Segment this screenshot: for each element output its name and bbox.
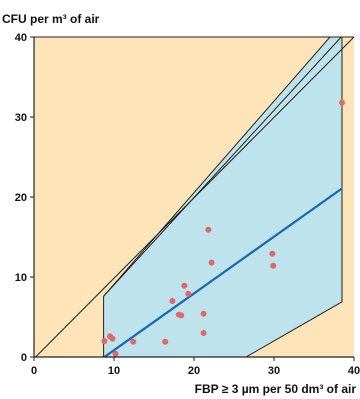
x-axis-label-text: FBP ≥ 3 µm per 50 dm³ of air [194, 382, 356, 396]
data-point [208, 259, 215, 266]
x-tick-label: 10 [108, 365, 120, 377]
data-point [181, 282, 188, 289]
data-point [178, 312, 185, 319]
y-tick-label: 30 [15, 112, 27, 124]
data-point [162, 338, 169, 345]
y-tick-label: 40 [15, 32, 27, 44]
data-point [200, 330, 207, 336]
x-tick-label: 30 [268, 365, 280, 377]
y-axis-label-text: CFU per m³ of air [2, 12, 100, 26]
y-tick-label: 0 [21, 352, 27, 364]
data-point [339, 99, 345, 106]
tick-labels: 0 10 20 30 40 0 10 20 30 40 [15, 32, 360, 377]
x-tick-label: 40 [348, 365, 360, 377]
data-point [185, 290, 192, 297]
x-axis-label: FBP ≥ 3 µm per 50 dm³ of air [195, 382, 356, 396]
x-tick-label: 20 [188, 365, 200, 377]
y-tick-label: 10 [15, 272, 27, 284]
envelope-lines [35, 36, 355, 358]
y-tick-label: 20 [15, 192, 27, 204]
y-axis-label: CFU per m³ of air [2, 12, 99, 26]
data-points [101, 99, 345, 357]
data-point [109, 335, 116, 342]
data-point [101, 338, 108, 344]
data-point [112, 350, 119, 357]
envelope-line-2 [103, 36, 342, 297]
regression-line [103, 188, 342, 358]
data-point [169, 298, 176, 304]
data-point [270, 262, 277, 269]
data-point [130, 338, 137, 345]
data-point [200, 310, 207, 317]
data-point [269, 250, 276, 257]
data-point [205, 226, 212, 233]
x-tick-label: 0 [31, 365, 37, 377]
